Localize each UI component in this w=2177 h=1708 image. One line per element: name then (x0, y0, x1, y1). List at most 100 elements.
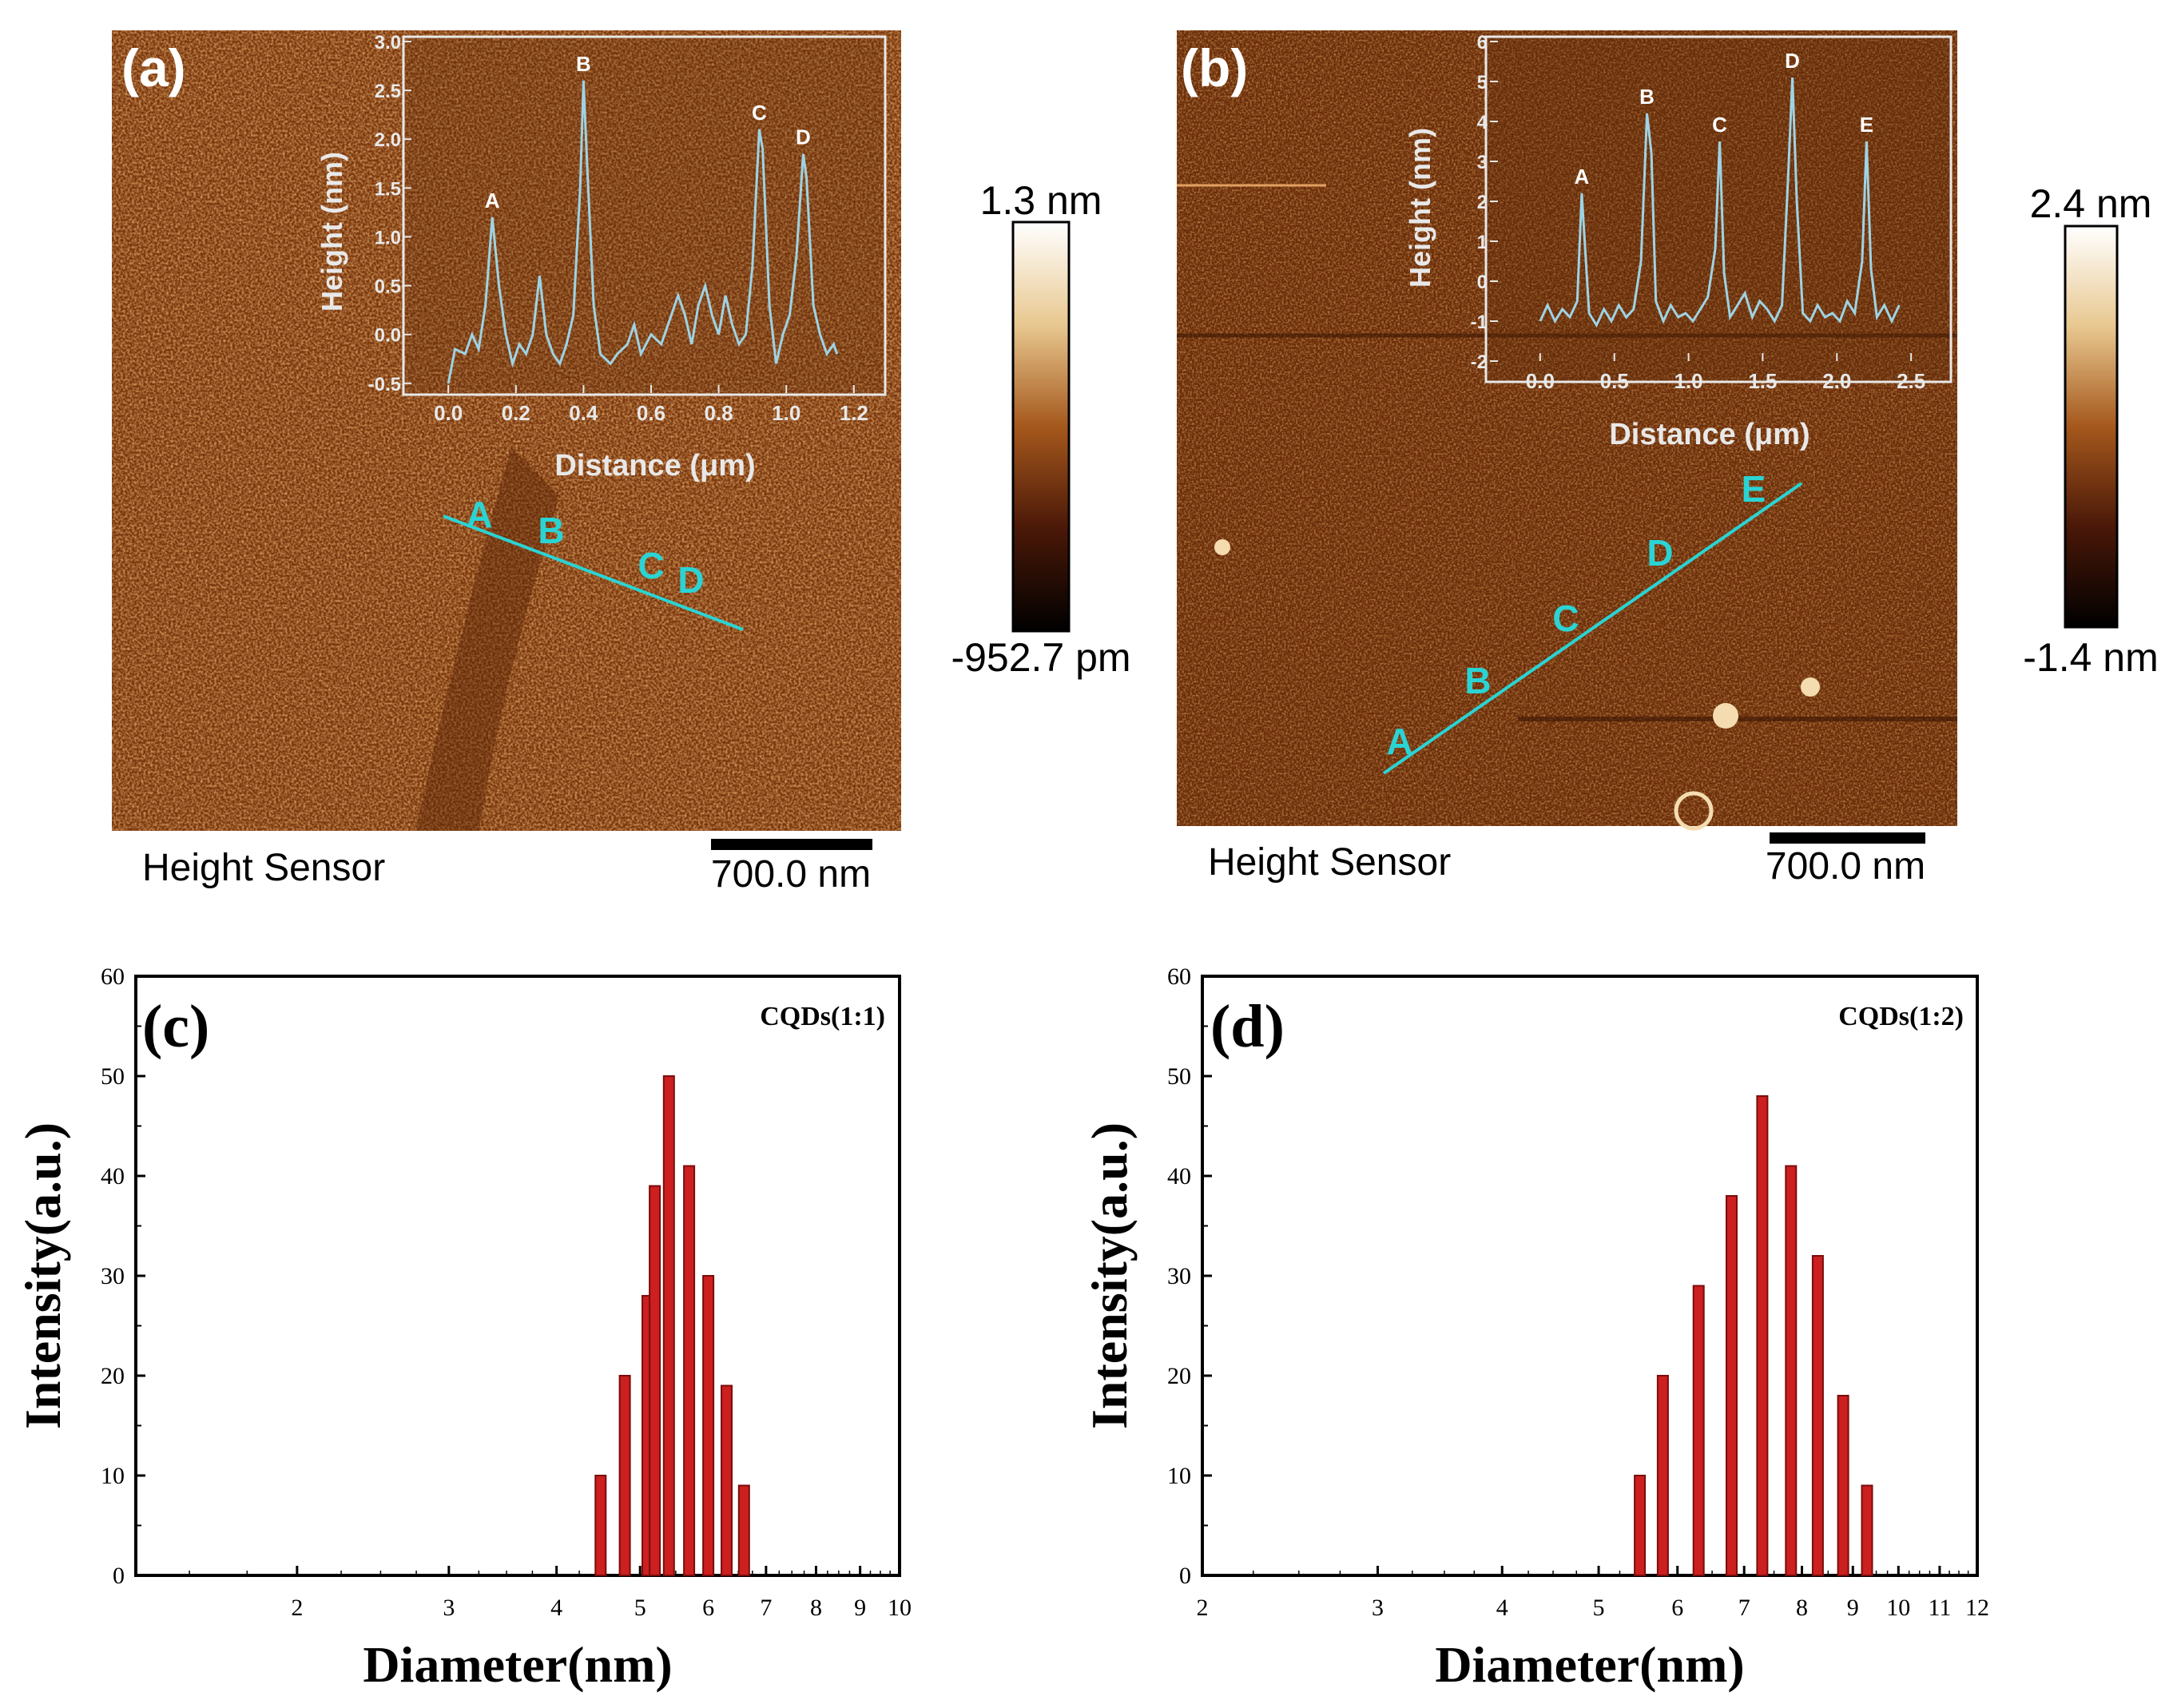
panel-b: (b) 0.0 0.5 1.0 1.5 2.0 2.5 -2 -1 0 1 2 3 4 5 6 A B C D E … (1177, 30, 2159, 888)
xtick-label-c-6: 8 (810, 1595, 822, 1621)
bar-c-6 (702, 1275, 715, 1576)
inset-xtick-label-a-0: 0.0 (434, 401, 463, 425)
axes-d: 0 10 20 30 40 50 60 2 3 4 5 6 7 8 9 10 11 12 (1167, 963, 1989, 1621)
bar-d-2 (1692, 1285, 1705, 1576)
ytick-label-d-1: 10 (1167, 1463, 1191, 1489)
xtick-label-c-2: 4 (550, 1595, 562, 1621)
inset-ytick-label-b-1: -1 (1471, 312, 1488, 333)
bar-c-7 (721, 1384, 733, 1576)
ytick-label-c-3: 30 (101, 1263, 125, 1289)
xtick-label-d-4: 6 (1671, 1595, 1683, 1621)
bar-d-3 (1726, 1195, 1738, 1576)
panel-label-c: (c) (142, 993, 209, 1060)
inset-frame-a (402, 35, 887, 396)
panel-label-b: (b) (1181, 38, 1248, 97)
xtick-label-c-4: 6 (702, 1595, 714, 1621)
afm-texture-b (1177, 30, 1957, 826)
peak-label-a-1: B (576, 52, 591, 76)
inset-xtick-label-a-3: 0.6 (637, 401, 665, 425)
particle-b-3 (1674, 791, 1714, 831)
bar-d-0 (1634, 1475, 1647, 1576)
ytick-label-c-5: 50 (101, 1063, 125, 1090)
peak-label-b-4: E (1860, 113, 1873, 137)
colorbar-a (1011, 220, 1071, 633)
peak-label-b-3: D (1785, 49, 1800, 73)
ylabel-d: Intensity(a.u.) (1081, 1122, 1138, 1429)
scan-line-label-a-3: D (677, 559, 704, 601)
ytick-label-c-2: 20 (101, 1363, 125, 1389)
scan-line-label-b-0: A (1386, 721, 1412, 762)
panel-d: 0 10 20 30 40 50 60 2 3 4 5 6 7 8 9 10 11 12 (d) CQDs(1:2… (1081, 963, 1989, 1693)
colorbar-max-b: 2.4 nm (2030, 181, 2152, 226)
bars-d (1634, 1095, 1873, 1576)
image-caption-b: Height Sensor (1208, 841, 1451, 884)
inset-ytick-label-b-2: 0 (1477, 272, 1488, 293)
height-profile-b (1539, 77, 1901, 328)
afm-texture-a (112, 30, 901, 831)
inset-xtick-label-a-1: 0.2 (502, 401, 530, 425)
xlabel-d: Diameter(nm) (1435, 1636, 1744, 1693)
scan-line-label-b-2: C (1552, 598, 1579, 639)
peak-label-b-0: A (1574, 165, 1589, 189)
inset-ytick-label-a-5: 2.0 (375, 129, 401, 151)
ytick-label-d-0: 0 (1179, 1563, 1191, 1589)
panel-label-d: (d) (1210, 993, 1285, 1060)
inset-ytick-label-a-6: 2.5 (375, 81, 401, 102)
bar-d-8 (1861, 1484, 1873, 1576)
inset-axes-a: 0.0 0.2 0.4 0.6 0.8 1.0 1.2 -0.5 0.0 0.5 1.0 1.5 2.0… (368, 32, 868, 425)
inset-ytick-label-b-6: 4 (1477, 112, 1488, 133)
xtick-label-c-5: 7 (760, 1595, 772, 1621)
ytick-label-d-4: 40 (1167, 1163, 1191, 1190)
bar-c-5 (683, 1165, 696, 1576)
bar-c-0 (594, 1475, 607, 1576)
height-profile-a (447, 80, 839, 384)
colorbar-b (2064, 224, 2119, 629)
scan-line-label-b-4: E (1742, 468, 1766, 510)
peak-labels-a: A B C D (485, 52, 811, 213)
bar-d-4 (1756, 1095, 1769, 1576)
ytick-label-c-1: 10 (101, 1463, 125, 1489)
xtick-label-c-0: 2 (291, 1595, 303, 1621)
xtick-label-c-7: 9 (854, 1595, 866, 1621)
ytick-label-c-6: 60 (101, 963, 125, 990)
panel-a: (a) 0.0 0.2 0.4 0.6 0.8 1.0 1.2 -0.5 0.0 0.5 1.0 1.… (112, 30, 1131, 896)
xtick-label-d-10: 12 (1965, 1595, 1989, 1621)
colorbar-min-b: -1.4 nm (2023, 635, 2159, 680)
inset-ytick-label-a-4: 1.5 (375, 178, 401, 200)
inset-xtick-label-b-0: 0.0 (1526, 369, 1555, 393)
inset-xtick-label-b-3: 1.5 (1748, 369, 1777, 393)
xtick-label-d-2: 4 (1496, 1595, 1508, 1621)
afm-domain-shade-a (415, 447, 559, 831)
ylabel-c: Intensity(a.u.) (14, 1122, 71, 1429)
xtick-label-d-8: 10 (1886, 1595, 1910, 1621)
scan-line-label-a-1: B (538, 510, 564, 551)
peak-label-a-2: C (752, 101, 767, 125)
peak-label-b-2: C (1712, 113, 1727, 137)
inset-frame-b (1484, 35, 1953, 383)
bar-c-1 (618, 1375, 631, 1576)
inset-ylabel-b: Height (nm) (1404, 128, 1436, 288)
bar-d-1 (1656, 1375, 1669, 1576)
inset-xtick-label-a-6: 1.2 (840, 401, 868, 425)
xtick-label-d-7: 9 (1847, 1595, 1859, 1621)
particle-b-4 (1214, 539, 1230, 555)
xtick-label-d-6: 8 (1796, 1595, 1808, 1621)
ytick-label-c-4: 40 (101, 1163, 125, 1190)
colorbar-min-a: -952.7 pm (951, 635, 1130, 680)
inset-xtick-label-b-2: 1.0 (1674, 369, 1702, 393)
xlabel-c: Diameter(nm) (363, 1636, 672, 1693)
inset-xlabel-b: Distance (μm) (1609, 418, 1810, 451)
scale-bar-label-b: 700.0 nm (1766, 845, 1925, 888)
xtick-label-c-1: 3 (443, 1595, 455, 1621)
inset-ytick-label-b-8: 6 (1477, 32, 1488, 54)
bars-c (594, 1075, 750, 1576)
legend-c: CQDs(1:1) (760, 1002, 885, 1031)
panel-c: 0 10 20 30 40 50 60 2 3 4 5 6 7 8 9 10 (c) CQDs(1:1) Di… (14, 963, 912, 1693)
legend-d: CQDs(1:2) (1838, 1002, 1964, 1031)
inset-ylabel-a: Height (nm) (316, 152, 348, 312)
plot-frame-c (134, 975, 901, 1577)
xtick-label-d-5: 7 (1738, 1595, 1750, 1621)
particle-b (1713, 703, 1738, 729)
scale-bar-b (1770, 832, 1925, 844)
